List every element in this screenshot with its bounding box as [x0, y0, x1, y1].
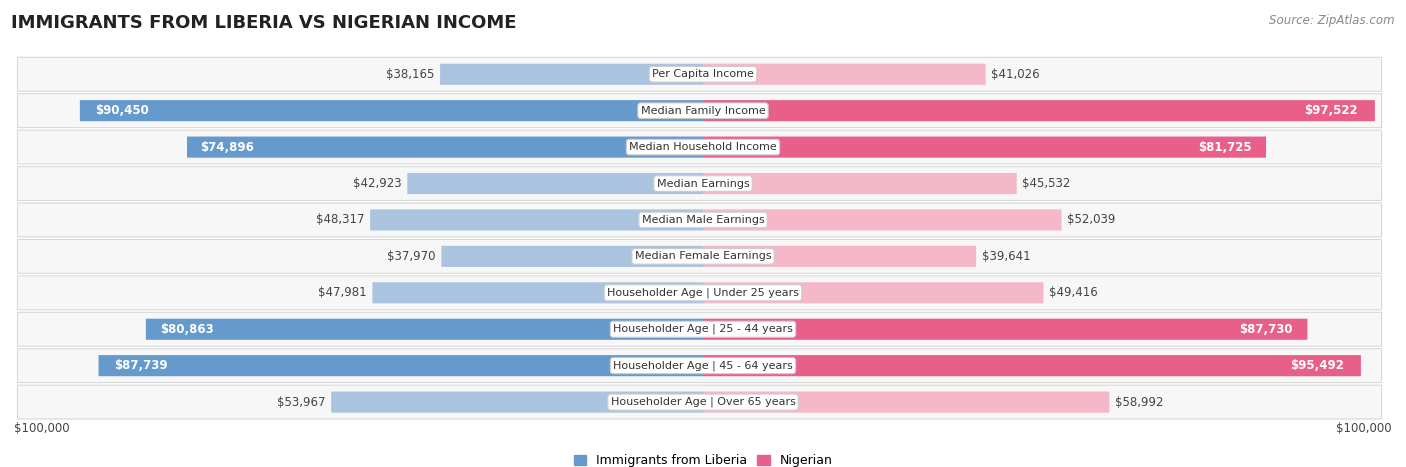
Text: Median Family Income: Median Family Income — [641, 106, 765, 116]
FancyBboxPatch shape — [373, 282, 703, 304]
FancyBboxPatch shape — [703, 136, 1265, 158]
Text: $37,970: $37,970 — [388, 250, 436, 263]
Text: $74,896: $74,896 — [200, 141, 254, 154]
Text: $81,725: $81,725 — [1198, 141, 1251, 154]
Text: $47,981: $47,981 — [318, 286, 367, 299]
FancyBboxPatch shape — [370, 209, 703, 231]
FancyBboxPatch shape — [98, 355, 703, 376]
Text: Per Capita Income: Per Capita Income — [652, 69, 754, 79]
Text: $95,492: $95,492 — [1291, 359, 1344, 372]
Text: $41,026: $41,026 — [991, 68, 1040, 81]
FancyBboxPatch shape — [703, 318, 1308, 340]
FancyBboxPatch shape — [17, 385, 1382, 419]
Text: Median Earnings: Median Earnings — [657, 178, 749, 189]
Text: $90,450: $90,450 — [96, 104, 149, 117]
FancyBboxPatch shape — [17, 57, 1382, 91]
FancyBboxPatch shape — [703, 173, 1017, 194]
Text: $38,165: $38,165 — [387, 68, 434, 81]
FancyBboxPatch shape — [17, 276, 1382, 310]
FancyBboxPatch shape — [187, 136, 703, 158]
FancyBboxPatch shape — [17, 240, 1382, 273]
Text: Median Female Earnings: Median Female Earnings — [634, 251, 772, 262]
Text: Householder Age | 25 - 44 years: Householder Age | 25 - 44 years — [613, 324, 793, 334]
Text: Median Household Income: Median Household Income — [628, 142, 778, 152]
FancyBboxPatch shape — [80, 100, 703, 121]
FancyBboxPatch shape — [441, 246, 703, 267]
Text: Median Male Earnings: Median Male Earnings — [641, 215, 765, 225]
Text: $97,522: $97,522 — [1305, 104, 1358, 117]
Text: $100,000: $100,000 — [1336, 423, 1392, 436]
FancyBboxPatch shape — [703, 64, 986, 85]
Text: $52,039: $52,039 — [1067, 213, 1115, 226]
FancyBboxPatch shape — [146, 318, 703, 340]
Text: $87,730: $87,730 — [1239, 323, 1292, 336]
Text: Source: ZipAtlas.com: Source: ZipAtlas.com — [1270, 14, 1395, 27]
FancyBboxPatch shape — [332, 391, 703, 413]
FancyBboxPatch shape — [17, 167, 1382, 200]
Legend: Immigrants from Liberia, Nigerian: Immigrants from Liberia, Nigerian — [568, 449, 838, 467]
Text: $80,863: $80,863 — [160, 323, 214, 336]
Text: $58,992: $58,992 — [1115, 396, 1163, 409]
Text: $49,416: $49,416 — [1049, 286, 1098, 299]
FancyBboxPatch shape — [17, 312, 1382, 346]
Text: $45,532: $45,532 — [1022, 177, 1070, 190]
FancyBboxPatch shape — [703, 246, 976, 267]
FancyBboxPatch shape — [703, 100, 1375, 121]
FancyBboxPatch shape — [17, 94, 1382, 127]
Text: $53,967: $53,967 — [277, 396, 326, 409]
FancyBboxPatch shape — [408, 173, 703, 194]
FancyBboxPatch shape — [440, 64, 703, 85]
FancyBboxPatch shape — [703, 209, 1062, 231]
Text: Householder Age | Under 25 years: Householder Age | Under 25 years — [607, 288, 799, 298]
Text: $42,923: $42,923 — [353, 177, 402, 190]
FancyBboxPatch shape — [17, 130, 1382, 164]
FancyBboxPatch shape — [703, 355, 1361, 376]
FancyBboxPatch shape — [17, 203, 1382, 237]
Text: $48,317: $48,317 — [316, 213, 364, 226]
FancyBboxPatch shape — [703, 282, 1043, 304]
Text: $100,000: $100,000 — [14, 423, 70, 436]
Text: IMMIGRANTS FROM LIBERIA VS NIGERIAN INCOME: IMMIGRANTS FROM LIBERIA VS NIGERIAN INCO… — [11, 14, 517, 32]
Text: $87,739: $87,739 — [114, 359, 167, 372]
Text: Householder Age | Over 65 years: Householder Age | Over 65 years — [610, 397, 796, 407]
Text: $39,641: $39,641 — [981, 250, 1031, 263]
FancyBboxPatch shape — [703, 391, 1109, 413]
Text: Householder Age | 45 - 64 years: Householder Age | 45 - 64 years — [613, 361, 793, 371]
FancyBboxPatch shape — [17, 349, 1382, 382]
